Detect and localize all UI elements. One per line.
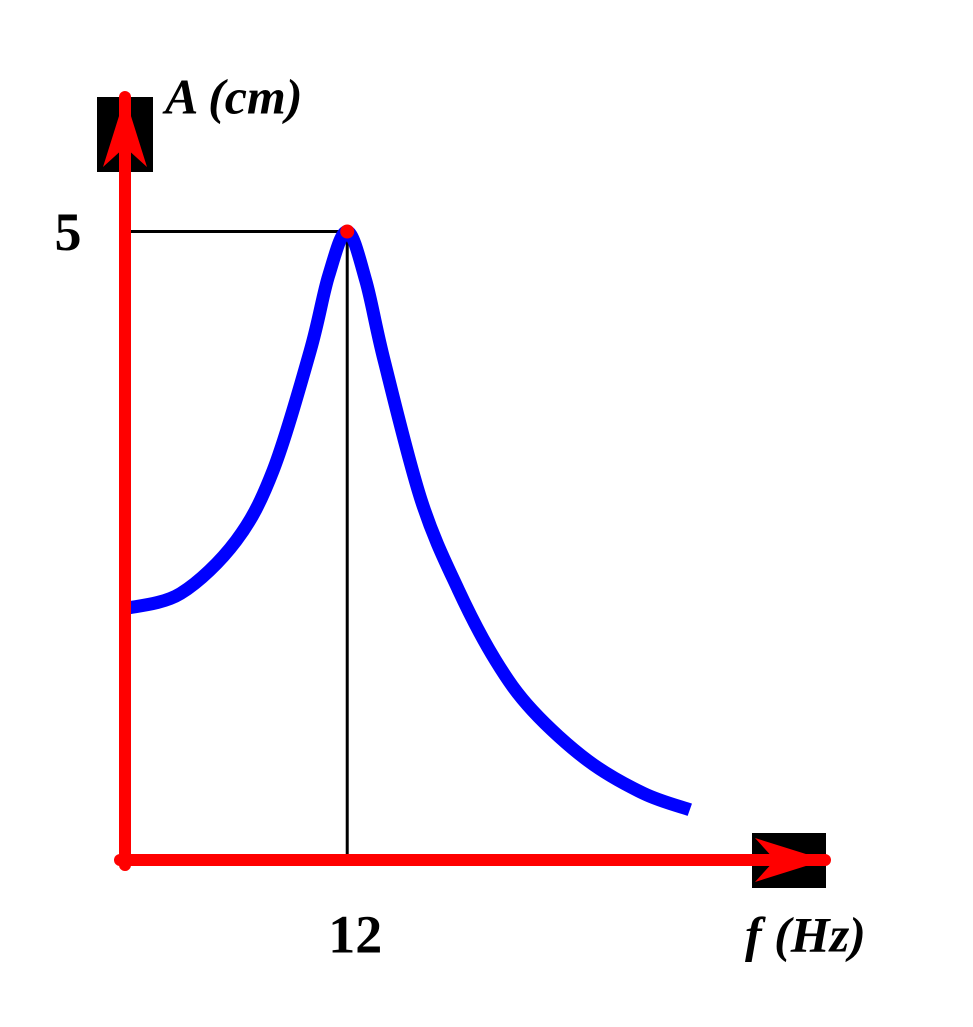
y-tick-label: 5 [55,202,82,262]
peak-point [340,224,355,239]
curve [123,225,692,816]
x-tick-label: 12 [328,904,382,964]
x-arrow [755,838,825,882]
y-axis-label: A (cm) [162,68,302,124]
x-axis-label: f (Hz) [745,906,866,962]
y-arrow [103,97,147,167]
